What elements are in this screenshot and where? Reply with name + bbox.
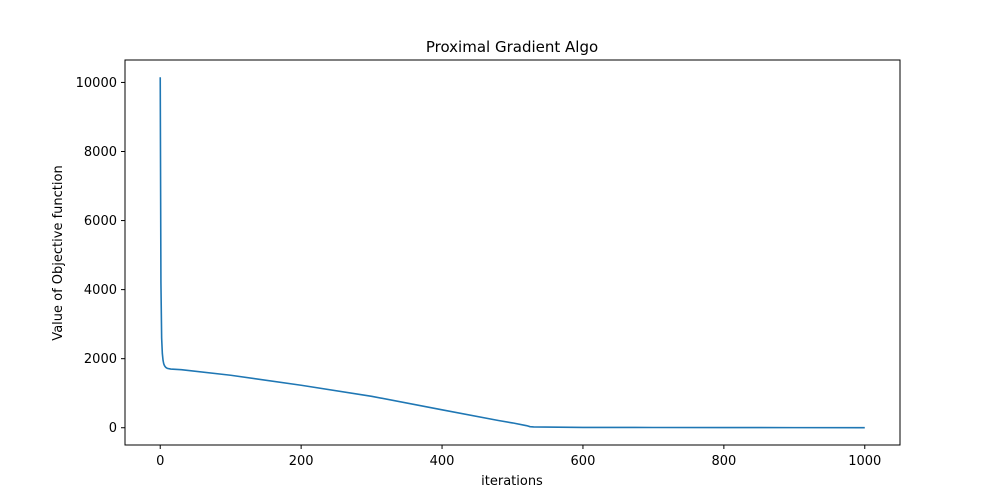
x-tick-label: 800 — [711, 454, 736, 469]
x-axis-label: iterations — [481, 474, 543, 489]
x-tick-label: 400 — [430, 454, 455, 469]
series-line-0 — [159, 77, 865, 429]
y-tick-label: 2000 — [84, 352, 117, 367]
x-axis: 0 200 400 600 800 1000 — [156, 445, 881, 469]
x-tick-label: 200 — [289, 454, 314, 469]
y-tick-label: 10000 — [76, 76, 117, 91]
y-tick-label: 4000 — [84, 283, 117, 298]
chart-title: Proximal Gradient Algo — [426, 38, 598, 56]
x-tick-label: 600 — [571, 454, 596, 469]
y-tick-label: 6000 — [84, 214, 117, 229]
plot-frame — [124, 59, 901, 446]
y-tick-label: 0 — [109, 421, 117, 436]
x-tick-label: 0 — [156, 454, 164, 469]
y-axis: 0 2000 4000 6000 8000 10000 — [76, 76, 125, 436]
x-tick-label: 1000 — [848, 454, 881, 469]
y-tick-label: 8000 — [84, 145, 117, 160]
y-axis-label: Value of Objective function — [51, 165, 66, 340]
plot-area — [159, 77, 865, 429]
